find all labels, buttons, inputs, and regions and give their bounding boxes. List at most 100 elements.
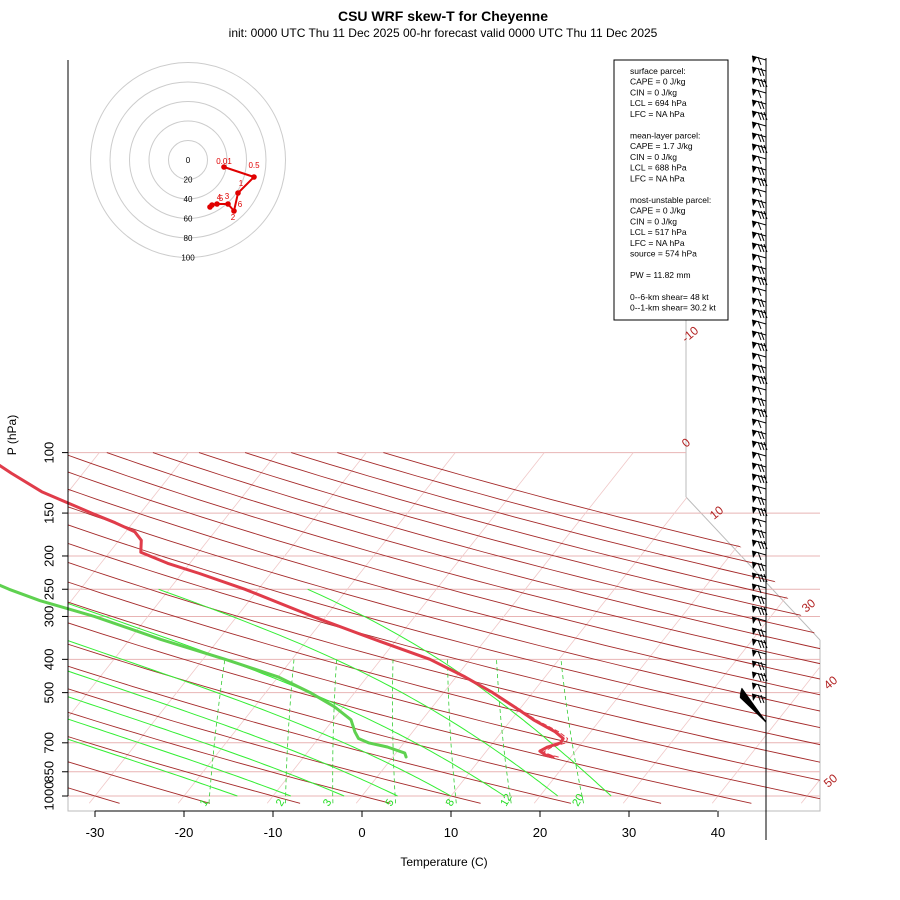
dry-adiabat — [68, 452, 820, 804]
x-tick-label: 0 — [358, 825, 365, 840]
info-box-line: surface parcel: — [630, 66, 686, 76]
wind-barb-flag — [752, 452, 757, 459]
moist-adiabat — [68, 588, 452, 797]
wind-barb-feather — [760, 397, 765, 407]
dry-adiabat — [68, 452, 820, 804]
wind-barb-flag — [752, 419, 757, 426]
wind-barb — [751, 517, 767, 528]
wind-barb — [751, 396, 767, 407]
wind-barb-flag — [752, 364, 757, 371]
wind-barb-feather — [760, 463, 765, 473]
wind-barb-feather — [760, 342, 765, 352]
wind-barb-feather — [760, 331, 765, 341]
wind-barbs — [739, 55, 768, 840]
hodograph-point-label: 0.01 — [216, 157, 232, 166]
wind-barb — [751, 341, 768, 352]
hodograph-ring-label: 20 — [184, 176, 193, 185]
wind-barb-flag — [752, 232, 757, 239]
wind-barb-feather — [760, 67, 765, 77]
wind-barb — [751, 495, 767, 506]
mixing-ratio-line — [560, 659, 584, 804]
dewpoint-profile-line — [0, 583, 408, 759]
wind-barb-flag — [752, 111, 757, 118]
wind-barb-feather — [757, 364, 762, 374]
dry-adiabat — [68, 452, 391, 804]
wind-barb-feather — [760, 507, 765, 517]
wind-barb-feather — [757, 562, 762, 572]
isotherm-line — [0, 453, 10, 804]
wind-barb — [751, 319, 767, 330]
info-box-line: 0--6-km shear= 48 kt — [630, 292, 709, 302]
hodograph-point-label: 5 — [219, 194, 224, 203]
wind-barb-feather — [757, 243, 762, 253]
wind-barb-feather — [760, 573, 765, 583]
wind-barb — [751, 77, 768, 88]
dry-adiabat — [106, 452, 820, 804]
moist-adiabat — [68, 588, 345, 797]
wind-barb-feather — [757, 650, 762, 660]
hodograph-ring-label: 60 — [184, 215, 193, 224]
wind-barb-feather — [760, 661, 765, 671]
wind-barb-feather — [763, 177, 768, 187]
hodograph-point — [214, 201, 220, 207]
wind-barb-flag — [752, 353, 757, 360]
wind-barb-feather — [760, 540, 765, 550]
isotherm-line — [355, 452, 634, 804]
moist-adiabat — [68, 588, 398, 797]
wind-barb-feather — [757, 199, 762, 209]
wind-barb-flag — [752, 309, 757, 316]
isotherm-line — [800, 452, 820, 804]
wind-barb — [751, 594, 767, 605]
mixing-ratio-line — [496, 659, 512, 804]
hodograph-point-label: 2 — [231, 213, 236, 222]
wind-barb-flag — [752, 441, 757, 448]
wind-barb-flag — [752, 177, 757, 184]
mixing-ratio-label: 20 — [570, 792, 587, 809]
wind-barb-flag — [752, 375, 757, 382]
wind-barb — [751, 66, 767, 77]
wind-barb-feather — [760, 309, 765, 319]
hodograph-point-label: 1 — [239, 179, 244, 188]
wind-barb — [751, 264, 767, 275]
y-tick-label: 500 — [41, 682, 56, 704]
wind-barb — [751, 638, 768, 649]
hodograph-point-label: 0.5 — [248, 161, 260, 170]
isotherm-line — [711, 452, 820, 804]
wind-barb-feather — [763, 375, 768, 385]
info-box-line: LFC = NA hPa — [630, 173, 685, 183]
wind-barb-feather — [760, 166, 765, 176]
wind-barb — [751, 110, 768, 121]
wind-barb-feather — [757, 617, 762, 627]
x-tick-label: -10 — [264, 825, 283, 840]
wind-barb — [751, 275, 768, 286]
wind-barb — [751, 253, 767, 264]
x-tick-label: 20 — [533, 825, 547, 840]
dry-adiabat — [337, 452, 820, 804]
wind-barb-flag — [752, 221, 757, 228]
mixing-ratio-label: 2 — [274, 797, 287, 808]
wind-barb-feather — [763, 210, 768, 220]
mixing-ratio-label: 12 — [498, 792, 515, 809]
wind-barb-flag — [752, 540, 757, 547]
dry-adiabat — [68, 452, 820, 804]
dry-adiabat — [244, 452, 820, 804]
wind-barb-feather — [757, 551, 762, 561]
info-box-line: source = 574 hPa — [630, 249, 697, 259]
wind-barb — [751, 407, 768, 418]
wind-barb-feather — [757, 375, 762, 385]
dry-adiabat — [68, 452, 662, 804]
wind-barb-flag — [752, 265, 757, 272]
dry-adiabat — [68, 452, 481, 804]
x-tick-label: 40 — [711, 825, 725, 840]
wind-barb-feather — [757, 56, 762, 66]
dry-adiabat — [68, 452, 572, 804]
wind-barb-flag — [752, 276, 757, 283]
wind-barb-flag — [752, 474, 757, 481]
wind-barb — [751, 121, 767, 132]
wind-barb-feather — [760, 364, 765, 374]
info-box-line: LCL = 688 hPa — [630, 163, 687, 173]
wind-barb-feather — [763, 276, 768, 286]
wind-barb-flag — [752, 485, 757, 492]
wind-barb-flag — [752, 100, 757, 107]
wind-barb — [751, 583, 767, 594]
